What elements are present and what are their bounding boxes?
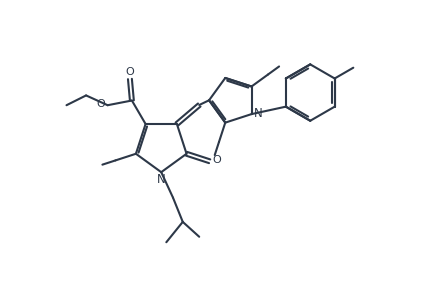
Text: O: O [126, 67, 134, 77]
Text: N: N [157, 173, 166, 186]
Text: N: N [253, 107, 262, 120]
Text: O: O [96, 99, 105, 109]
Text: O: O [212, 155, 221, 165]
